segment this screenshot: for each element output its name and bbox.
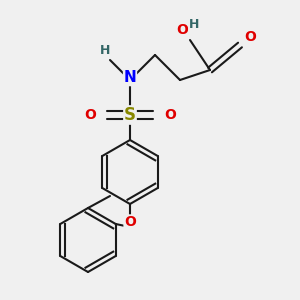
Text: S: S xyxy=(124,106,136,124)
Text: H: H xyxy=(189,19,199,32)
Text: O: O xyxy=(164,108,176,122)
Text: O: O xyxy=(176,23,188,37)
Text: N: N xyxy=(124,70,136,86)
Text: O: O xyxy=(84,108,96,122)
Text: O: O xyxy=(244,30,256,44)
Text: O: O xyxy=(124,215,136,229)
Text: H: H xyxy=(100,44,110,56)
